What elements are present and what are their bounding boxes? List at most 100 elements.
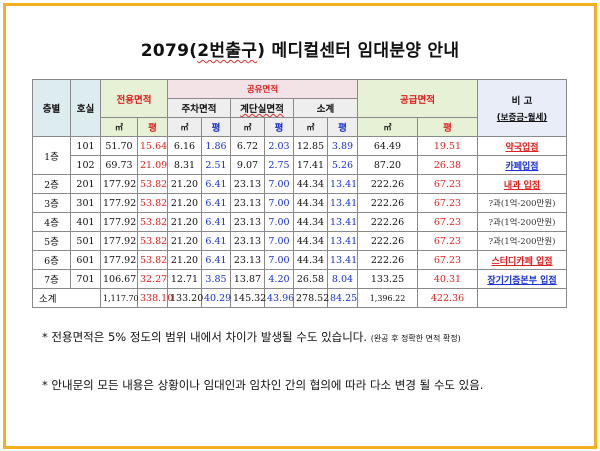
area-cell-sb-p: 3.89 [327, 136, 358, 156]
area-cell-sb-m: 12.85 [293, 136, 328, 156]
area-cell-st-p: 4.20 [264, 269, 294, 289]
remark-cell: 장기기증본부 입점 [477, 269, 567, 289]
remark-cell: ?과(1억-200만원) [477, 212, 567, 232]
area-cell-pk-p: 2.51 [201, 155, 231, 175]
header-supply: 공급면적 [357, 79, 478, 118]
area-cell-ex-m: 106.67 [100, 269, 138, 289]
area-cell-st-p: 7.00 [264, 193, 294, 213]
area-cell-pk-m: 21.20 [167, 193, 202, 213]
area-cell-pk-m: 21.20 [167, 250, 202, 270]
area-cell-ex-p: 53.82 [137, 212, 168, 232]
floor-cell: 2층 [32, 174, 71, 194]
area-cell-pk-m: 12.71 [167, 269, 202, 289]
area-cell-pk-m: 21.20 [167, 231, 202, 251]
table-row: 7층 701 106.67 32.27 12.71 3.85 13.87 4.20 26.58 8… [32, 269, 567, 289]
table-row: 6층 601 177.92 53.82 21.20 6.41 23.13 7.00 44.34 1… [32, 250, 567, 270]
area-cell-sb-p: 13.41 [327, 250, 358, 270]
area-cell-st-p: 7.00 [264, 212, 294, 232]
area-cell-sp-p: 40.31 [417, 269, 478, 289]
floor-cell: 5층 [32, 231, 71, 251]
area-cell-pk-m: 21.20 [167, 212, 202, 232]
area-cell-sp-p: 26.38 [417, 155, 478, 175]
remark-text: 약국입점 [505, 142, 539, 153]
unit-cell: 102 [70, 155, 101, 175]
header-floor: 층별 [32, 79, 71, 137]
area-cell-sb-m: 44.34 [293, 193, 328, 213]
area-cell-st-m: 23.13 [230, 174, 265, 194]
area-cell-sp-p: 67.23 [417, 212, 478, 232]
total-cell-sb-m: 278.52 [293, 288, 329, 308]
area-cell-sb-p: 13.41 [327, 212, 358, 232]
area-cell-st-m: 6.72 [230, 136, 265, 156]
remark-cell: 스터디카페 입점 [477, 250, 567, 270]
area-cell-sb-m: 44.34 [293, 212, 328, 232]
floor-cell: 4층 [32, 212, 71, 232]
table-row: 102 69.73 21.09 8.31 2.51 9.07 2.75 17.41 5.26 87… [33, 155, 567, 175]
table-row: 1층 101 51.70 15.64 6.16 1.86 6.72 2.03 12.85 3.89… [32, 136, 567, 175]
area-cell-ex-m: 177.92 [100, 193, 138, 213]
unit-pyeong-parking: 평 [201, 117, 231, 137]
area-cell-pk-m: 6.16 [167, 136, 202, 156]
note-area-variance-text: * 전용면적은 5% 정도의 범위 내에서 차이가 발생될 수도 있습니다. [42, 330, 368, 344]
area-cell-sp-m: 222.26 [357, 193, 418, 213]
unit-sqm-supply: ㎡ [357, 117, 418, 137]
area-cell-pk-m: 8.31 [167, 155, 202, 175]
title-exit: 2번출구 [197, 41, 258, 61]
note-subject-to-change: * 안내문의 모든 내용은 상황이나 임대인과 임차인 간의 협의에 따라 다소… [42, 378, 484, 392]
area-cell-sp-m: 133.25 [357, 269, 418, 289]
unit-sqm-exclusive: ㎡ [100, 117, 138, 137]
header-unit: 호실 [70, 79, 101, 137]
header-common: 공유면적 [167, 79, 358, 99]
unit-pyeong-stairs: 평 [264, 117, 294, 137]
unit-cell: 701 [70, 269, 101, 289]
area-cell-sb-p: 5.26 [327, 155, 358, 175]
total-cell-sp-p: 422.36 [417, 288, 478, 308]
unit-pyeong-exclusive: 평 [137, 117, 168, 137]
remark-cell: 카페입점 [477, 155, 567, 175]
area-cell-sb-p: 13.41 [327, 193, 358, 213]
area-cell-sb-p: 8.04 [327, 269, 358, 289]
area-cell-st-m: 23.13 [230, 231, 265, 251]
table-row: 4층 401 177.92 53.82 21.20 6.41 23.13 7.00 44.34 1… [32, 212, 567, 232]
total-cell-pk-p: 40.29 [201, 288, 231, 308]
remark-text: ?과(1억-200만원) [488, 199, 556, 209]
area-cell-sp-m: 222.26 [357, 174, 418, 194]
total-cell-ex-m: 1,117.70 [100, 288, 139, 308]
total-cell-st-m: 145.32 [230, 288, 266, 308]
area-cell-ex-p: 53.82 [137, 193, 168, 213]
unit-sqm-parking: ㎡ [167, 117, 202, 137]
note-area-variance: * 전용면적은 5% 정도의 범위 내에서 차이가 발생될 수도 있습니다. (… [42, 329, 461, 345]
total-row: 소계 1,117.70 338.10 133.20 40.29 145.32 43.96 27… [32, 288, 567, 308]
header-subtotal: 소계 [293, 98, 358, 118]
area-cell-ex-m: 51.70 [100, 136, 138, 156]
announcement-frame: 2079(2번출구) 메디컬센터 임대분양 안내 층별 호실 전용면적 공유면적… [3, 3, 597, 449]
remark-cell: ?과(1억-200만원) [477, 231, 567, 251]
area-cell-ex-p: 15.64 [137, 136, 168, 156]
unit-pyeong-subtotal: 평 [327, 117, 358, 137]
total-cell-sp-m: 1,396.22 [357, 288, 418, 308]
note-area-variance-small: (완공 후 정확한 면적 확정) [370, 334, 461, 343]
header-remark-sub: (보증금-월세) [496, 113, 548, 123]
total-cell-ex-p: 338.10 [137, 288, 173, 308]
area-cell-st-p: 2.75 [264, 155, 294, 175]
area-cell-sp-m: 64.49 [357, 136, 418, 156]
area-cell-st-p: 7.00 [264, 231, 294, 251]
area-cell-st-p: 7.00 [264, 174, 294, 194]
table-row: 5층 501 177.92 53.82 21.20 6.41 23.13 7.00 44.34 1… [32, 231, 567, 251]
floor-cell: 7층 [32, 269, 71, 289]
title-prefix: 2079( [140, 41, 198, 61]
remark-cell: ?과(1억-200만원) [477, 193, 567, 213]
remark-cell: 내과 입점 [477, 174, 567, 194]
area-cell-st-m: 23.13 [230, 250, 265, 270]
area-cell-sp-p: 67.23 [417, 174, 478, 194]
page-title: 2079(2번출구) 메디컬센터 임대분양 안내 [6, 36, 594, 61]
unit-cell: 601 [70, 250, 101, 270]
total-cell-sb-p: 84.25 [327, 288, 358, 308]
area-cell-st-m: 13.87 [230, 269, 265, 289]
remark-text: 스터디카페 입점 [491, 256, 553, 267]
header-remark: 비 고 (보증금-월세) [477, 79, 567, 137]
area-cell-st-m: 23.13 [230, 212, 265, 232]
unit-sqm-stairs: ㎡ [230, 117, 265, 137]
area-cell-pk-m: 21.20 [167, 174, 202, 194]
unit-cell: 301 [70, 193, 101, 213]
